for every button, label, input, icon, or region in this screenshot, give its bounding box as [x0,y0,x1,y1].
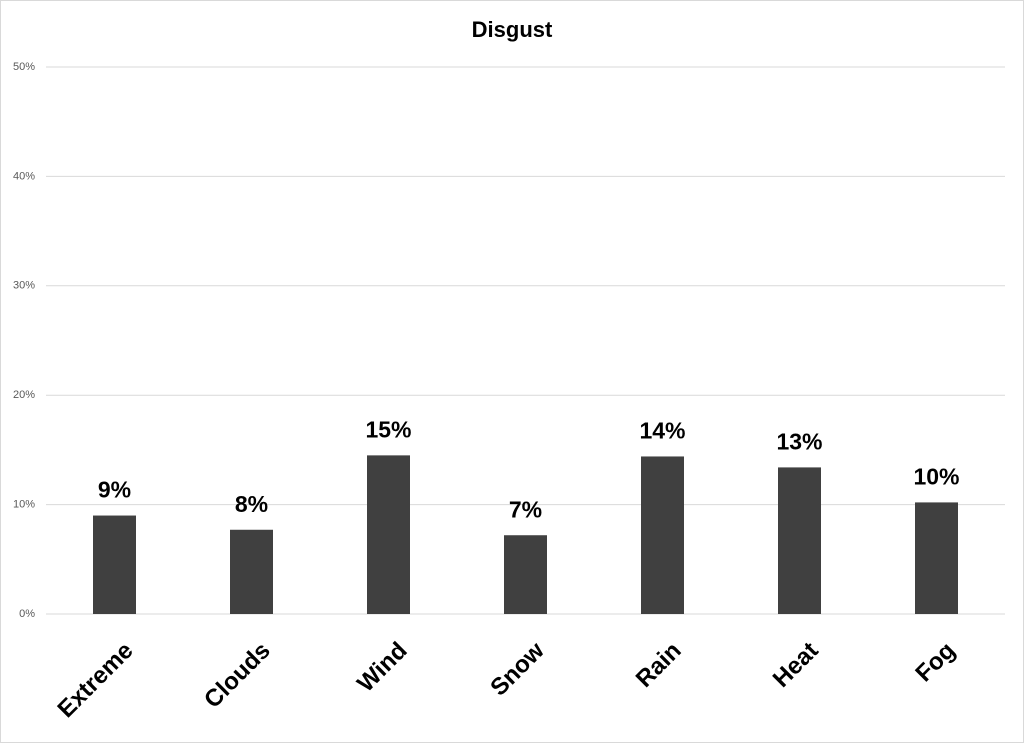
bar [504,535,547,614]
data-label: 15% [365,416,411,442]
bar [367,455,410,614]
bar [93,515,136,614]
data-label: 9% [98,477,131,503]
data-label: 8% [235,491,268,517]
y-tick-label: 50% [13,61,35,73]
data-label: 7% [509,496,542,522]
data-label: 14% [639,418,685,444]
bar [778,467,821,614]
data-label: 10% [913,463,959,489]
data-label: 13% [776,428,822,454]
y-tick-label: 10% [13,499,35,511]
y-tick-label: 0% [19,608,35,620]
bar [230,529,273,614]
y-tick-label: 40% [13,170,35,182]
y-tick-label: 20% [13,389,35,401]
y-tick-label: 30% [13,280,35,292]
chart-title: Disgust [472,17,553,42]
bar [641,456,684,614]
bar [915,502,958,614]
